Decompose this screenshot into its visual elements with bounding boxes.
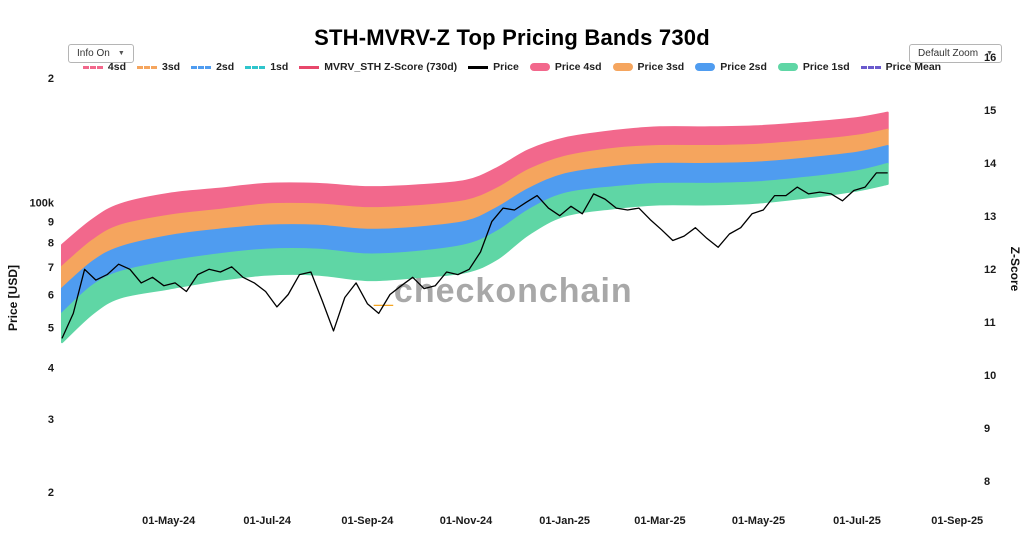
info-toggle-label: Info On: [77, 48, 110, 59]
watermark: _checkonchain: [374, 272, 633, 311]
legend-item-1sd[interactable]: 1sd: [245, 61, 288, 73]
y-right-tick-label: 12: [984, 264, 996, 276]
x-tick-label: 01-Nov-24: [440, 515, 493, 527]
page-title: STH-MVRV-Z Top Pricing Bands 730d: [314, 24, 710, 50]
legend-swatch-icon: [695, 63, 716, 71]
y-left-tick-label: 5: [48, 322, 54, 334]
legend-swatch-icon: [82, 65, 103, 69]
y-right-tick-label: 16: [984, 52, 996, 64]
legend-item-price-1sd[interactable]: Price 1sd: [777, 61, 850, 73]
legend-label: Price 4sd: [554, 61, 602, 73]
price-line: [61, 172, 888, 339]
y-left-tick-label: 2: [48, 487, 54, 499]
zoom-preset-label: Default Zoom: [918, 48, 979, 59]
legend-swatch-icon: [245, 65, 266, 69]
y-left-tick-label: 6: [48, 289, 54, 301]
y-left-tick-label: 3: [48, 414, 54, 426]
y-axis-right: 16 15 14 13 12 11 10 9 8: [984, 52, 997, 488]
legend-swatch-icon: [529, 63, 550, 71]
y-left-tick-label: 9: [48, 217, 54, 229]
legend-item-price-2sd[interactable]: Price 2sd: [695, 61, 767, 73]
legend-swatch-icon: [777, 63, 798, 71]
legend-label: 3sd: [162, 61, 181, 73]
chart-legend: 4sd 3sd 2sd 1sd MVRV_STH Z-Score (730d) Price…: [8, 61, 1016, 73]
x-tick-label: 01-Mar-25: [634, 515, 685, 527]
legend-label: 4sd: [107, 61, 126, 73]
y-right-tick-label: 10: [984, 370, 996, 382]
y-right-tick-label: 14: [984, 158, 997, 170]
x-tick-label: 01-Sep-25: [931, 515, 983, 527]
y-axis-left: 2 100k 9 8 7 6 5 4 3 2: [30, 73, 55, 499]
y-right-tick-label: 9: [984, 423, 990, 435]
legend-swatch-icon: [468, 65, 489, 69]
x-tick-label: 01-May-25: [732, 515, 785, 527]
y-right-tick-label: 15: [984, 105, 996, 117]
legend-swatch-icon: [191, 65, 212, 69]
zoom-preset-button[interactable]: Default Zoom ▼: [909, 44, 1002, 63]
legend-item-price-3sd[interactable]: Price 3sd: [612, 61, 685, 73]
x-tick-label: 01-Jul-24: [243, 515, 292, 527]
legend-label: 2sd: [216, 61, 235, 73]
legend-swatch-icon: [860, 65, 881, 69]
legend-item-4sd[interactable]: 4sd: [82, 61, 126, 73]
dropdown-arrow-icon: ▼: [117, 50, 125, 57]
y-left-tick-label: 7: [48, 262, 54, 274]
legend-swatch-icon: [137, 65, 157, 69]
legend-label: Price Mean: [885, 61, 942, 73]
watermark-underscore: _: [374, 272, 394, 310]
y-axis-left-title: Price [USD]: [6, 265, 20, 331]
x-tick-label: 01-May-24: [142, 515, 196, 527]
legend-label: Price 2sd: [720, 61, 767, 73]
y-left-tick-label: 2: [48, 73, 54, 85]
dropdown-arrow-icon: ▼: [986, 50, 993, 57]
y-right-tick-label: 11: [984, 317, 996, 329]
y-right-tick-label: 13: [984, 211, 996, 223]
x-tick-label: 01-Jan-25: [539, 515, 590, 527]
x-tick-label: 01-Sep-24: [341, 515, 394, 527]
legend-label: Price: [493, 61, 519, 73]
legend-label: 1sd: [270, 61, 289, 73]
legend-item-3sd[interactable]: 3sd: [137, 61, 180, 73]
legend-label: Price 1sd: [802, 61, 850, 73]
legend-swatch-icon: [299, 65, 320, 69]
info-toggle-button[interactable]: Info On ▼: [68, 44, 134, 63]
x-tick-label: 01-Jul-25: [833, 515, 881, 527]
y-axis-right-title: Z-Score: [1008, 247, 1022, 292]
legend-item-mvrv-sth-z-score-730d-[interactable]: MVRV_STH Z-Score (730d): [299, 61, 457, 73]
y-left-tick-label: 100k: [30, 198, 55, 210]
legend-item-price[interactable]: Price: [468, 61, 519, 73]
legend-swatch-icon: [612, 63, 633, 71]
watermark-text: checkonchain: [393, 272, 633, 310]
y-left-tick-label: 4: [48, 362, 55, 374]
legend-item-price-mean[interactable]: Price Mean: [860, 61, 942, 73]
legend-label: Price 3sd: [637, 61, 685, 73]
legend-label: MVRV_STH Z-Score (730d): [324, 61, 458, 73]
x-axis: 01-May-24 01-Jul-24 01-Sep-24 01-Nov-24 01-J…: [142, 515, 983, 527]
legend-item-price-4sd[interactable]: Price 4sd: [529, 61, 602, 73]
y-left-tick-label: 8: [48, 238, 54, 250]
legend-item-2sd[interactable]: 2sd: [191, 61, 234, 73]
y-right-tick-label: 8: [984, 476, 990, 488]
price-band-1sd: [61, 162, 889, 344]
